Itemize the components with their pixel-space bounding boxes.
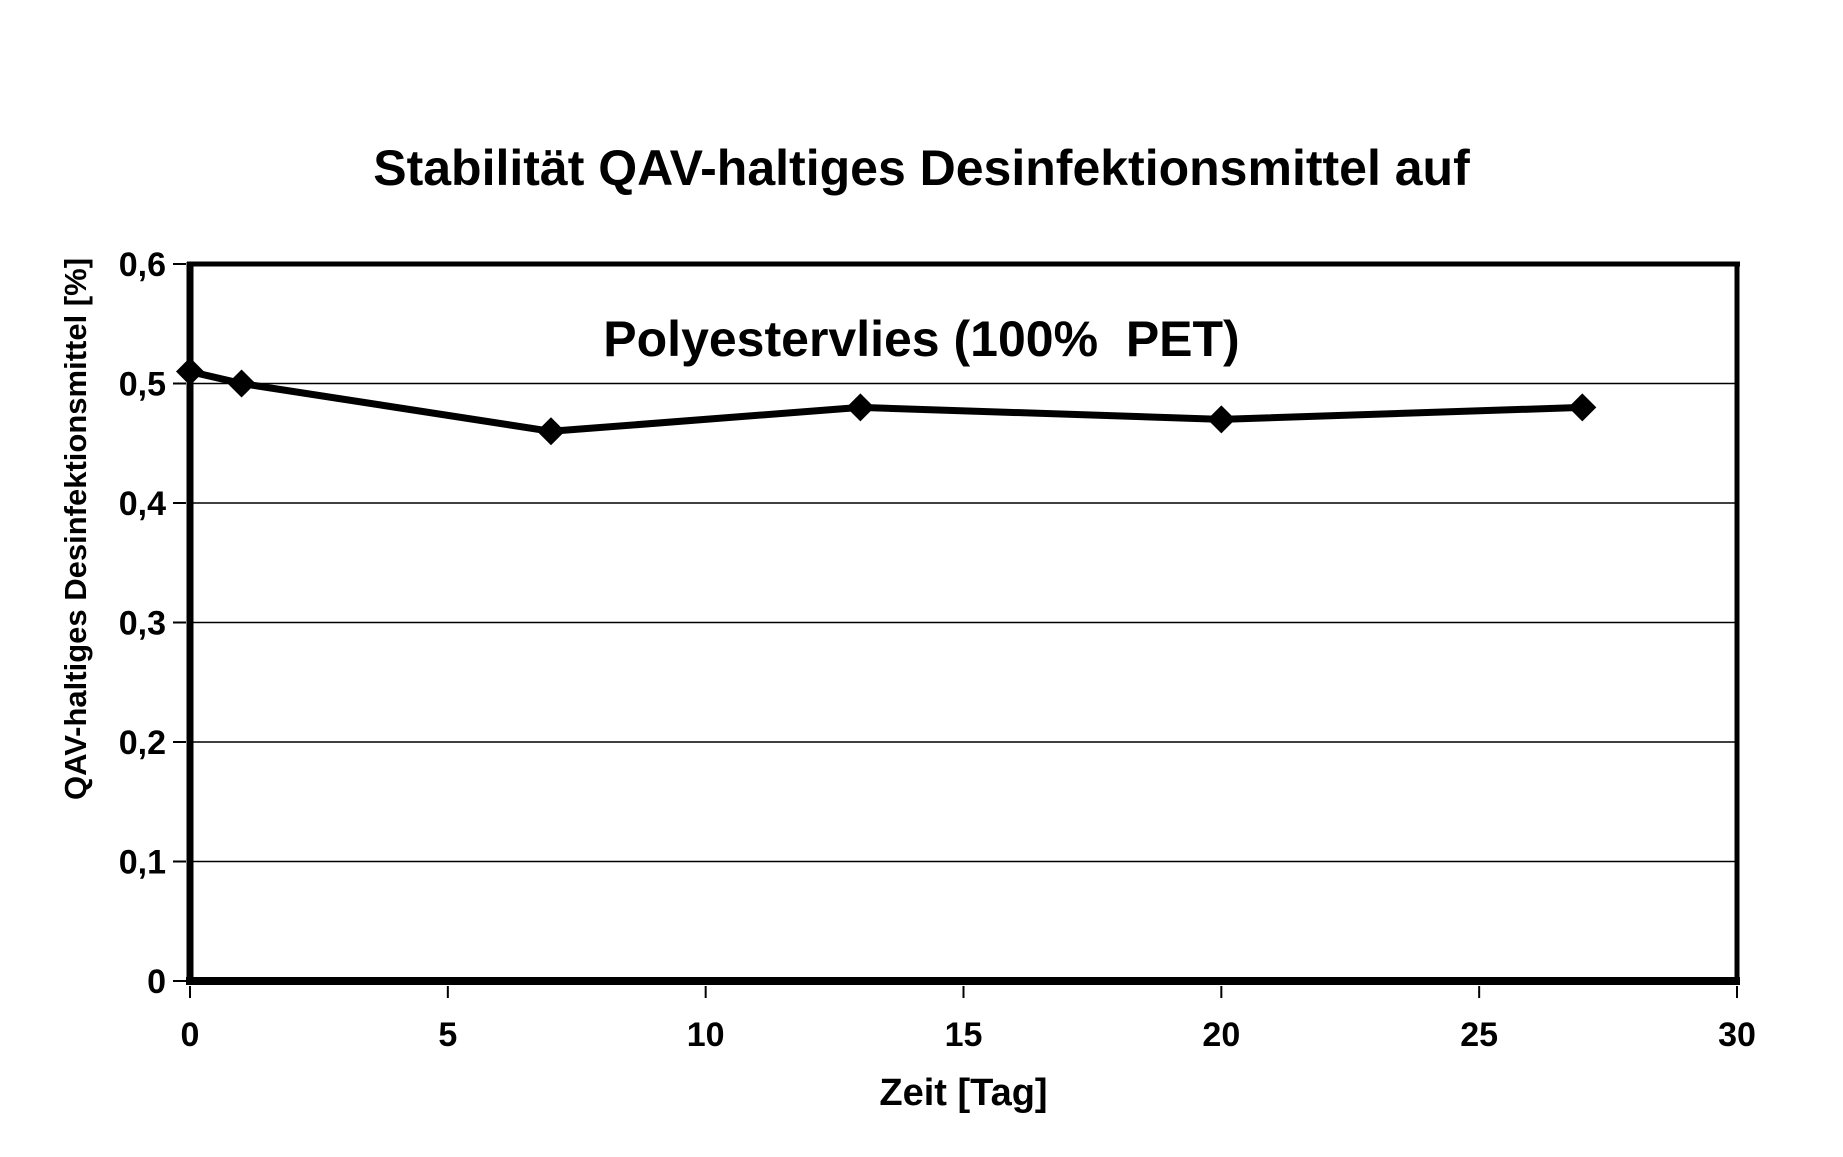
x-axis-title: Zeit [Tag] (879, 1072, 1048, 1114)
x-tick-label: 20 (1202, 1016, 1240, 1054)
y-tick-label: 0,5 (119, 366, 166, 404)
y-tick-label: 0,3 (119, 605, 166, 643)
data-point-marker (536, 417, 565, 446)
x-tick-label: 15 (945, 1016, 983, 1054)
y-tick-label: 0,6 (119, 246, 166, 284)
y-tick-label: 0,2 (119, 724, 166, 762)
x-tick-label: 30 (1718, 1016, 1756, 1054)
x-tick-label: 25 (1460, 1016, 1498, 1054)
chart-title: Stabilität QAV-haltiges Desinfektionsmit… (0, 26, 1843, 482)
x-tick-label: 10 (687, 1016, 725, 1054)
chart-title-line-1: Stabilität QAV-haltiges Desinfektionsmit… (373, 140, 1470, 196)
data-point-marker (1568, 393, 1597, 422)
x-tick-label: 5 (438, 1016, 457, 1054)
y-tick-label: 0,4 (119, 485, 166, 523)
data-point-marker (227, 369, 256, 398)
data-line (189, 368, 1583, 435)
x-tick-label: 0 (181, 1016, 200, 1054)
chart-title-line-2: Polyestervlies (100% PET) (603, 311, 1240, 367)
data-point-marker (176, 357, 204, 386)
y-tick-label: 0 (147, 963, 166, 1001)
data-point-marker (1207, 405, 1236, 434)
data-point-marker (846, 393, 875, 422)
y-tick-label: 0,1 (119, 844, 166, 882)
